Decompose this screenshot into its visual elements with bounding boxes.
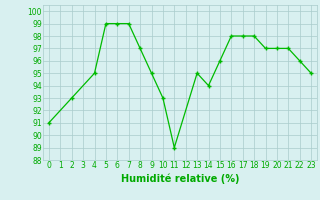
X-axis label: Humidité relative (%): Humidité relative (%) [121, 173, 239, 184]
